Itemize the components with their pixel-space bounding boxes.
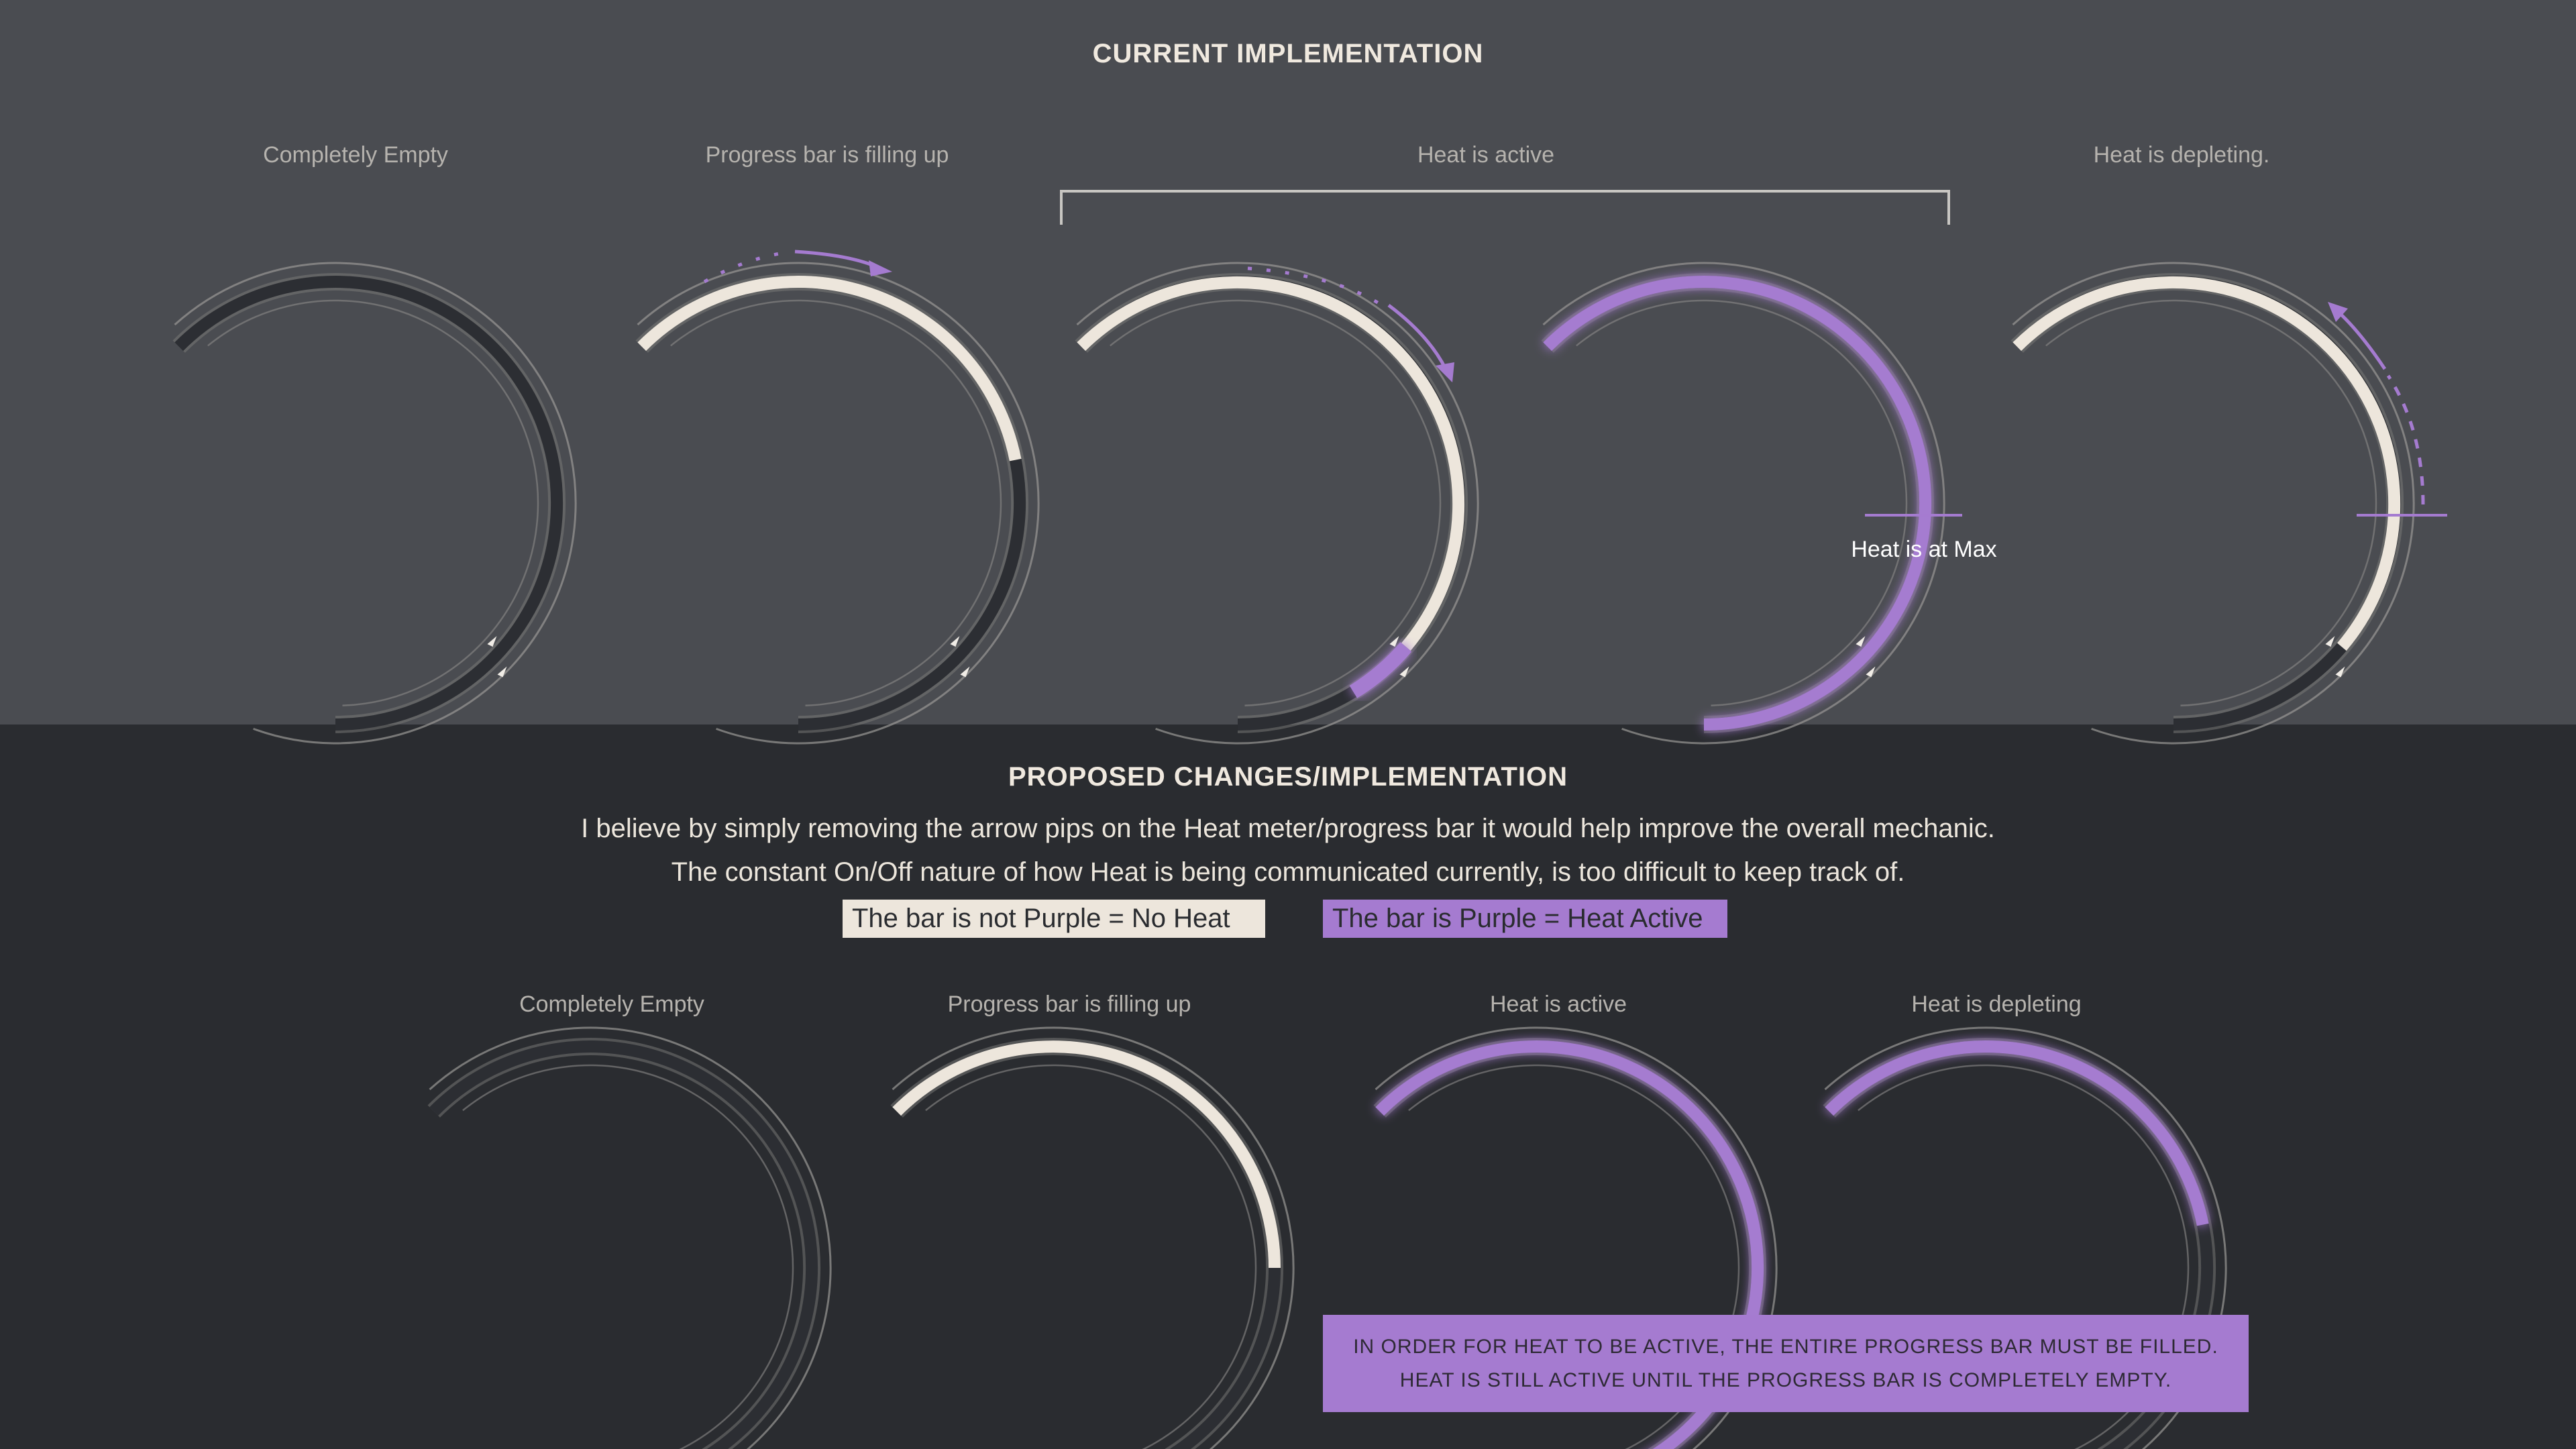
proposed-title: PROPOSED CHANGES/IMPLEMENTATION: [1008, 762, 1568, 792]
rule-note: IN ORDER FOR HEAT TO BE ACTIVE, THE ENTI…: [1323, 1315, 2249, 1412]
current-title: CURRENT IMPLEMENTATION: [1092, 39, 1484, 68]
heat-at-max-label: Heat is at Max: [1851, 537, 1997, 562]
current-label-filling: Progress bar is filling up: [705, 142, 949, 168]
current-implementation-panel: [0, 0, 2576, 724]
current-label-empty: Completely Empty: [263, 142, 448, 168]
proposed-label-heat-active: Heat is active: [1489, 991, 1627, 1017]
note-line-2: HEAT IS STILL ACTIVE UNTIL THE PROGRESS …: [1399, 1368, 2172, 1391]
proposed-label-empty: Completely Empty: [519, 991, 704, 1017]
note-line-1: IN ORDER FOR HEAT TO BE ACTIVE, THE ENTI…: [1353, 1335, 2218, 1358]
current-label-heat-active: Heat is active: [1417, 142, 1555, 168]
proposed-label-filling: Progress bar is filling up: [947, 991, 1191, 1017]
proposed-label-depleting: Heat is depleting: [1911, 991, 2082, 1017]
description-line-1: I believe by simply removing the arrow p…: [581, 814, 1995, 843]
legend-heat-active: The bar is Purple = Heat Active: [1323, 900, 1727, 938]
legend-no-heat: The bar is not Purple = No Heat: [843, 900, 1265, 938]
current-label-depleting: Heat is depleting.: [2093, 142, 2270, 168]
description-line-2: The constant On/Off nature of how Heat i…: [671, 857, 1905, 887]
